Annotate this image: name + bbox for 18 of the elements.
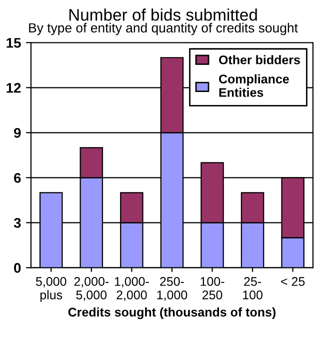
x-tick-label: < 25 [281, 277, 305, 286]
y-tick-label: 12 [6, 82, 21, 93]
y-tick-label: 6 [14, 172, 21, 183]
x-tick-label: 100- 250 [200, 277, 224, 300]
chart-title: Number of bids submitted [69, 8, 257, 21]
y-tick-label: 9 [14, 128, 21, 138]
x-tick-label: 2,000- 5,000 [74, 277, 109, 301]
legend-label: Compliance Entities [219, 74, 289, 97]
x-tick-label: 5,000 plus [36, 277, 66, 302]
x-tick-label: 1,000- 2,000 [114, 277, 149, 301]
y-tick-label: 0 [14, 263, 21, 273]
x-tick-label: 250- 1,000 [157, 277, 188, 301]
legend-label: Other bidders [219, 55, 300, 64]
x-tick-label: 25- 100 [243, 277, 262, 300]
chart-subtitle: By type of entity and quantity of credits sought [29, 22, 298, 36]
x-axis-title: Credits sought (thousands of tons) [68, 307, 276, 320]
y-tick-label: 3 [14, 218, 21, 228]
y-tick-label: 15 [6, 38, 21, 48]
